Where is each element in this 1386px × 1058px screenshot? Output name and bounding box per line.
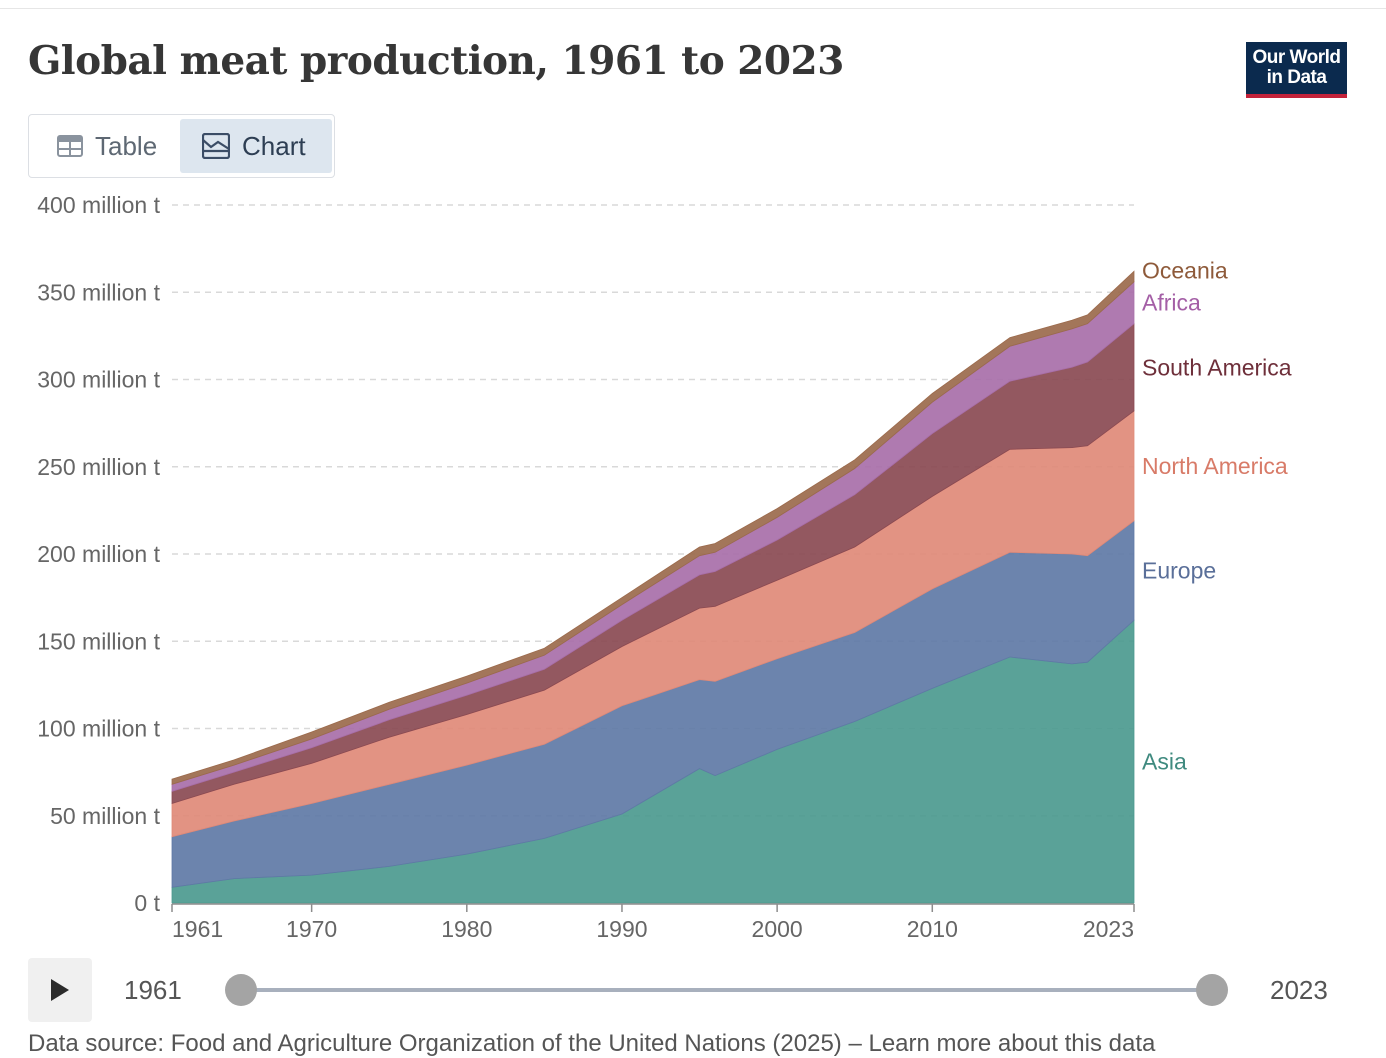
series-label-south-america: South America	[1142, 354, 1292, 380]
series-label-africa: Africa	[1142, 290, 1201, 316]
view-tabs: Table Chart	[28, 114, 335, 178]
y-tick-label: 350 million t	[37, 279, 160, 305]
data-source-note: Data source: Food and Agriculture Organi…	[28, 1030, 1156, 1057]
y-tick-label: 300 million t	[37, 367, 160, 393]
x-axis: 1961 1970 1980 1990 2000 2010 2023	[171, 903, 1135, 942]
series-label-north-america: North America	[1142, 453, 1288, 479]
timeline-track[interactable]	[241, 988, 1212, 992]
timeline-end-label: 2023	[1270, 975, 1328, 1005]
tab-chart[interactable]: Chart	[180, 119, 332, 173]
play-button[interactable]	[28, 958, 92, 1022]
x-tick-label: 2000	[752, 916, 803, 942]
timeline-end-handle[interactable]	[1196, 974, 1228, 1006]
y-tick-label: 50 million t	[50, 803, 161, 829]
series-label-asia: Asia	[1142, 749, 1187, 775]
x-tick-label: 1961	[172, 916, 223, 942]
timeline-start-handle[interactable]	[225, 974, 257, 1006]
x-tick-label: 2023	[1083, 916, 1134, 942]
logo-line-2: in Data	[1266, 67, 1327, 88]
area-series	[171, 270, 1135, 904]
stacked-area-chart: 0 t 50 million t 100 million t 150 million …	[37, 192, 1292, 942]
y-tick-label: 150 million t	[37, 628, 160, 654]
top-divider	[0, 8, 1386, 9]
y-tick-label: 100 million t	[37, 716, 160, 742]
x-tick-label: 1980	[441, 916, 492, 942]
timeline-start-label: 1961	[124, 975, 182, 1005]
y-tick-label: 0 t	[134, 890, 160, 916]
chart-title: Global meat production, 1961 to 2023	[28, 38, 844, 84]
y-tick-label: 250 million t	[37, 454, 160, 480]
y-tick-label: 200 million t	[37, 541, 160, 567]
series-label-oceania: Oceania	[1142, 258, 1228, 284]
tab-chart-label: Chart	[242, 130, 306, 161]
logo-line-1: Our World	[1252, 47, 1341, 68]
series-labels: Asia Europe North America South America Afri…	[1142, 258, 1292, 775]
y-axis-ticks: 0 t 50 million t 100 million t 150 million …	[37, 192, 160, 916]
x-tick-label: 1990	[596, 916, 647, 942]
area-oceania[interactable]	[171, 270, 1135, 785]
chart-icon	[202, 133, 230, 159]
play-icon	[51, 979, 69, 1001]
x-tick-label: 1970	[286, 916, 337, 942]
y-tick-label: 400 million t	[37, 192, 160, 218]
x-tick-label: 2010	[907, 916, 958, 942]
series-label-europe: Europe	[1142, 558, 1216, 584]
tab-table[interactable]: Table	[33, 119, 179, 173]
owid-logo[interactable]: Our World in Data	[1246, 42, 1347, 98]
table-icon	[57, 135, 83, 157]
tab-table-label: Table	[95, 130, 158, 161]
